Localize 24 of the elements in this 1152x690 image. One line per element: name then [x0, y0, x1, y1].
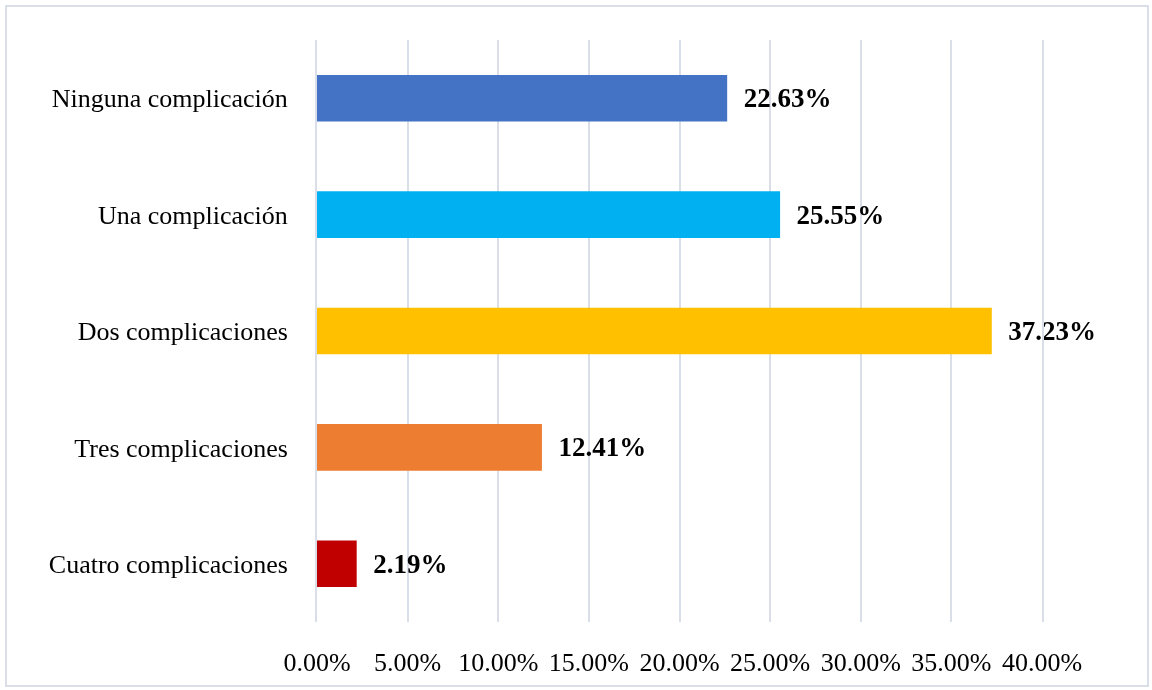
bar: [317, 191, 781, 238]
bar: [317, 74, 728, 122]
x-tick-label: 40.00%: [1001, 648, 1083, 677]
y-tick-label: Dos complicaciones: [77, 317, 288, 347]
y-tick-label: Cuatro complicaciones: [48, 549, 288, 579]
x-tick-label: 15.00%: [548, 648, 629, 677]
bar: [317, 540, 357, 588]
data-label: 2.19%: [373, 548, 448, 579]
x-tick-label: 30.00%: [820, 648, 901, 677]
bar: [317, 424, 542, 471]
data-label: 12.41%: [558, 432, 647, 463]
y-tick-label: Una complicación: [97, 200, 288, 230]
data-label: 22.63%: [743, 83, 832, 114]
x-tick-label: 25.00%: [730, 648, 811, 677]
x-tick-label: 35.00%: [911, 648, 992, 677]
bar: [317, 307, 992, 355]
x-tick-label: 0.00%: [283, 648, 351, 677]
data-label: 25.55%: [796, 199, 885, 230]
y-tick-label: Tres complicaciones: [74, 433, 288, 463]
y-tick-label: Ninguna complicación: [51, 84, 288, 114]
data-label: 37.23%: [1008, 316, 1097, 346]
x-tick-label: 10.00%: [458, 648, 539, 677]
x-tick-label: 5.00%: [374, 648, 442, 677]
x-tick-label: 20.00%: [639, 648, 720, 677]
